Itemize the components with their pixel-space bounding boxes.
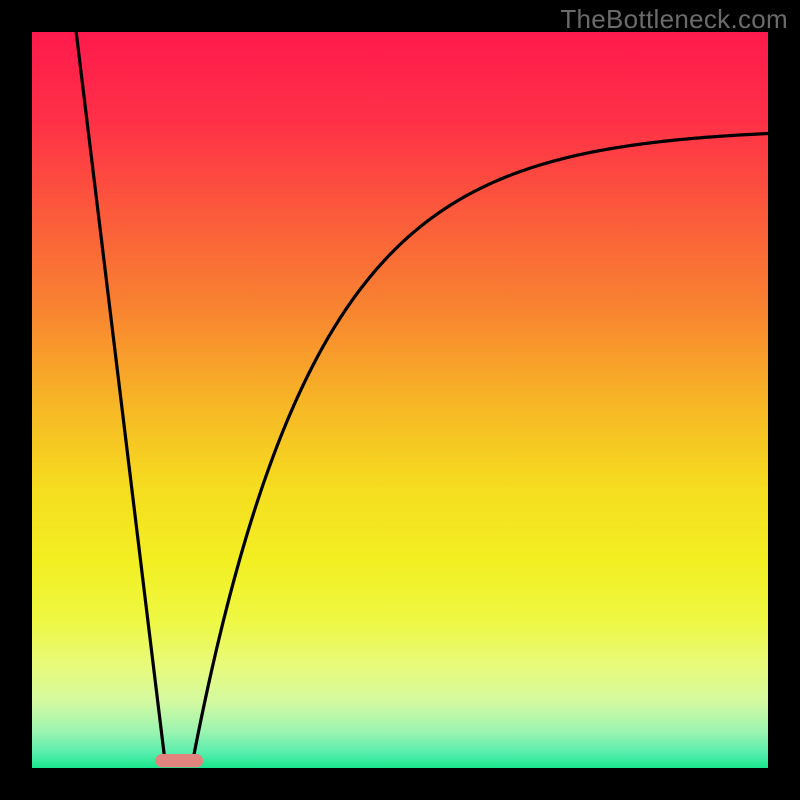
chart-frame: TheBottleneck.com: [0, 0, 800, 800]
watermark-text: TheBottleneck.com: [560, 4, 788, 35]
bottleneck-chart: [0, 0, 800, 800]
optimal-marker: [155, 754, 203, 767]
